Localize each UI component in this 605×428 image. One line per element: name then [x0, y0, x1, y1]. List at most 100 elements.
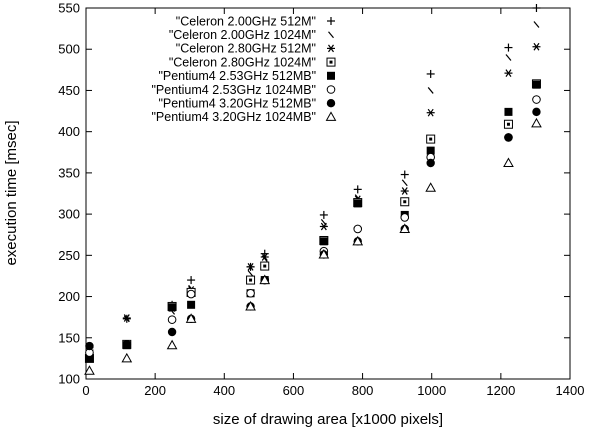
- data-point: [84, 365, 95, 375]
- legend-label: "Pentium4 3.20GHz 512MB": [158, 97, 316, 111]
- y-tick-label: 200: [58, 289, 80, 304]
- data-point: [353, 199, 362, 208]
- axis-ticks: 0 200 400 600 800 1000 1200 1400 100 150 200 250 300…: [58, 1, 584, 399]
- data-point: [504, 107, 513, 116]
- legend-label: "Celeron 2.80GHz 512M": [176, 42, 316, 56]
- data-point: [426, 158, 435, 168]
- x-tick-label: 200: [144, 383, 166, 398]
- data-point: [503, 119, 513, 129]
- data-point: [426, 108, 435, 117]
- data-point: [121, 352, 133, 363]
- x-tick-label: 400: [213, 383, 235, 398]
- data-point: [318, 248, 330, 259]
- legend-label: "Celeron 2.00GHz 512M": [176, 14, 316, 28]
- y-axis-label: execution time [msec]: [3, 120, 20, 265]
- data-point: [167, 315, 177, 324]
- data-point: [246, 288, 255, 298]
- legend-marker: [327, 17, 335, 25]
- data-point: [185, 313, 197, 323]
- data-point: [426, 134, 436, 144]
- data-point: [246, 275, 256, 285]
- legend-label: "Celeron 2.80GHz 1024M": [169, 55, 316, 69]
- data-point: [426, 146, 435, 155]
- data-point: [503, 157, 514, 167]
- data-point: [166, 339, 178, 350]
- legend-entry: "Celeron 2.80GHz 512M": [176, 42, 335, 56]
- data-point: [259, 274, 271, 285]
- data-point: [122, 340, 131, 349]
- legend-marker: [327, 71, 335, 80]
- data-point: [122, 314, 131, 322]
- data-point: [427, 87, 434, 94]
- data-point: [247, 270, 254, 277]
- series-8: [84, 117, 542, 375]
- data-point: [400, 170, 409, 179]
- data-point: [187, 300, 196, 309]
- legend-entry: "Pentium4 3.20GHz 512MB": [158, 97, 336, 111]
- data-point: [246, 263, 255, 271]
- data-point: [400, 213, 410, 222]
- legend-entry: "Celeron 2.00GHz 512M": [176, 14, 335, 28]
- legend-label: "Pentium4 3.20GHz 1024MB": [151, 110, 316, 124]
- data-point: [425, 182, 437, 192]
- data-point: [531, 117, 542, 128]
- data-point: [319, 237, 328, 246]
- data-point: [505, 54, 512, 61]
- data-point: [504, 69, 513, 77]
- legend-entry: "Celeron 2.80GHz 1024M": [169, 55, 336, 69]
- data-point: [532, 107, 541, 117]
- data-point: [319, 222, 328, 231]
- y-tick-label: 150: [58, 330, 80, 345]
- data-point: [245, 300, 256, 311]
- data-point: [504, 43, 513, 52]
- data-point: [504, 133, 513, 142]
- legend-marker: [326, 99, 336, 108]
- data-point: [168, 303, 177, 312]
- data-point: [399, 223, 411, 233]
- y-tick-label: 300: [58, 207, 80, 222]
- data-point: [532, 42, 541, 51]
- x-tick-label: 1000: [417, 383, 446, 398]
- legend: "Celeron 2.00GHz 512M""Celeron 2.00GHz 1…: [151, 14, 337, 124]
- data-point: [187, 276, 196, 285]
- x-tick-label: 800: [352, 383, 374, 398]
- data-point: [260, 253, 269, 261]
- data-point: [532, 95, 541, 104]
- x-tick-label: 0: [82, 383, 89, 398]
- data-point: [85, 354, 94, 363]
- series-6: [85, 95, 541, 357]
- legend-entry: "Celeron 2.00GHz 1024M": [169, 28, 334, 42]
- x-axis-label: size of drawing area [x1000 pixels]: [213, 411, 443, 428]
- data-point: [167, 327, 177, 337]
- data-point: [353, 224, 363, 234]
- legend-marker: [326, 85, 336, 94]
- y-tick-label: 350: [58, 165, 80, 180]
- data-point: [532, 4, 541, 12]
- data-point: [401, 179, 408, 187]
- plot-frame: [85, 7, 571, 380]
- data-point: [426, 69, 435, 78]
- legend-marker: [328, 31, 334, 39]
- series-7: [85, 107, 541, 351]
- data-point: [352, 235, 364, 246]
- data-point: [400, 187, 409, 195]
- legend-marker: [327, 44, 335, 53]
- y-tick-label: 550: [58, 1, 80, 16]
- legend-label: "Celeron 2.00GHz 1024M": [169, 28, 316, 42]
- y-tick-label: 500: [58, 42, 80, 57]
- y-tick-label: 450: [58, 83, 80, 98]
- y-tick-label: 400: [58, 124, 80, 139]
- data-point: [353, 185, 362, 194]
- y-tick-label: 250: [58, 248, 80, 263]
- data-point: [186, 289, 196, 299]
- data-point: [532, 80, 541, 89]
- legend-marker: [326, 57, 336, 67]
- data-point: [400, 197, 410, 207]
- legend-entry: "Pentium4 2.53GHz 512MB": [158, 69, 335, 83]
- legend-label: "Pentium4 2.53GHz 1024MB": [151, 83, 316, 97]
- data-point: [319, 210, 328, 219]
- data-point: [260, 261, 270, 271]
- legend-label: "Pentium4 2.53GHz 512MB": [158, 69, 316, 83]
- data-points: [84, 4, 542, 375]
- x-tick-label: 1400: [556, 383, 585, 398]
